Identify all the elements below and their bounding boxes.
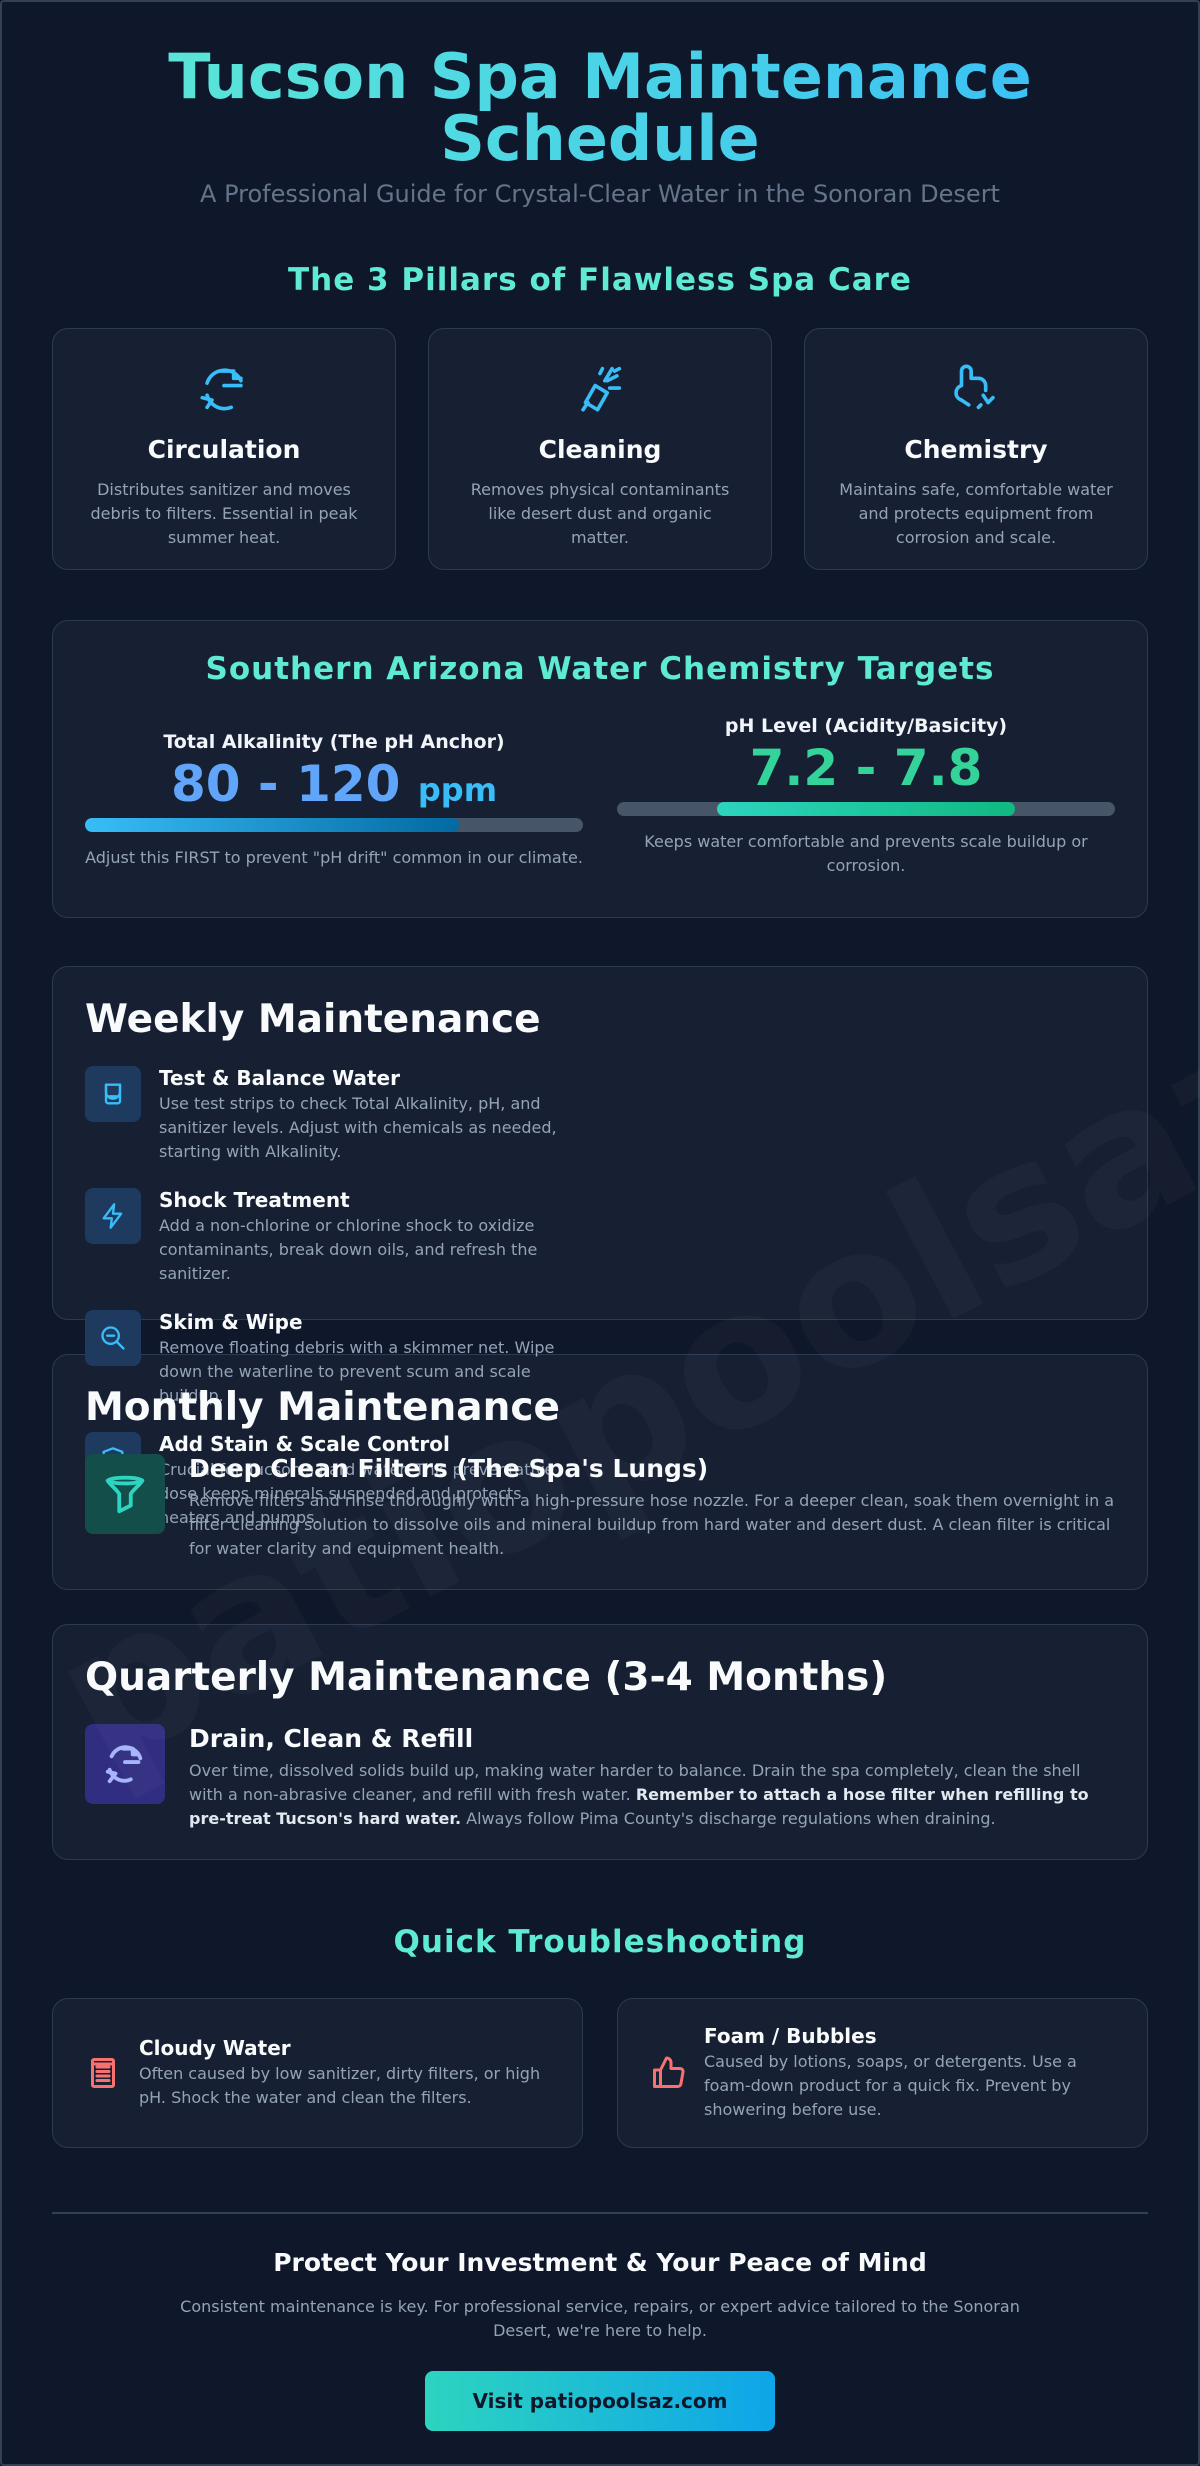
pillar-text: Distributes sanitizer and moves debris t…: [90, 480, 358, 547]
page-title: Tucson Spa Maintenance Schedule: [52, 46, 1148, 170]
thumbs-up-icon: [653, 2056, 685, 2088]
cloudy-water-icon: [91, 2058, 115, 2088]
task-drain-clean-refill: Drain, Clean & Refill Over time, dissolv…: [85, 1724, 1115, 1831]
pillar-title: Chemistry: [904, 435, 1048, 464]
weekly-maintenance-card: Weekly Maintenance Test & Balance Water …: [52, 966, 1148, 1527]
task-text: Remove floating debris with a skimmer ne…: [159, 1338, 555, 1405]
footer-text: Consistent maintenance is key. For profe…: [180, 2297, 1020, 2340]
pillar-title: Cleaning: [538, 435, 662, 464]
task-shock-treatment: Shock Treatment Add a non-chlorine or ch…: [85, 1188, 585, 1286]
task-text: Remove filters and rinse thoroughly with…: [189, 1491, 1115, 1558]
alkalinity-bar-fill: [85, 818, 459, 832]
pillar-title: Circulation: [147, 435, 301, 464]
refill-icon: [105, 1745, 143, 1784]
page-subtitle: A Professional Guide for Crystal-Clear W…: [200, 180, 1000, 208]
chemistry-targets-card: Southern Arizona Water Chemistry Targets…: [52, 620, 1148, 918]
alkalinity-target: Total Alkalinity (The pH Anchor) 80 - 12…: [85, 715, 583, 878]
task-title: Drain, Clean & Refill: [189, 1724, 474, 1753]
trouble-card-foam-bubbles: Foam / Bubbles Caused by lotions, soaps,…: [617, 1998, 1148, 2148]
pillar-text: Maintains safe, comfortable water and pr…: [839, 480, 1113, 547]
visit-website-button[interactable]: Visit patiopoolsaz.com: [425, 2371, 775, 2431]
search-minus-icon: [101, 1326, 125, 1350]
trouble-card-cloudy-water: Cloudy Water Often caused by low sanitiz…: [52, 1998, 583, 2148]
ph-bar-band: [716, 802, 1016, 816]
pillars-heading: The 3 Pillars of Flawless Spa Care: [288, 262, 912, 298]
task-title: Add Stain & Scale Control: [159, 1432, 450, 1456]
troubleshooting-row: Cloudy Water Often caused by low sanitiz…: [52, 1998, 1148, 2148]
alkalinity-bar: [85, 818, 583, 832]
task-text: Use test strips to check Total Alkalinit…: [159, 1094, 557, 1161]
troubleshooting-heading: Quick Troubleshooting: [393, 1924, 807, 1960]
alkalinity-label: Total Alkalinity (The pH Anchor): [163, 731, 505, 753]
ph-target: pH Level (Acidity/Basicity) 7.2 - 7.8 Ke…: [617, 715, 1115, 878]
footer: Protect Your Investment & Your Peace of …: [52, 2248, 1148, 2431]
trouble-text: Caused by lotions, soaps, or detergents.…: [704, 2052, 1077, 2119]
quarterly-maintenance-card: Quarterly Maintenance (3-4 Months) Drain…: [52, 1624, 1148, 1860]
task-title: Shock Treatment: [159, 1188, 350, 1212]
footer-heading: Protect Your Investment & Your Peace of …: [273, 2248, 927, 2277]
lightning-icon: [102, 1203, 123, 1229]
task-title: Deep Clean Filters (The Spa's Lungs): [189, 1454, 709, 1483]
monthly-heading: Monthly Maintenance: [85, 1385, 560, 1430]
alkalinity-value: 80 - 120 ppm: [85, 757, 583, 812]
task-title: Skim & Wipe: [159, 1310, 303, 1334]
alkalinity-range: 80 - 120: [170, 755, 401, 813]
task-skim-wipe: Skim & Wipe Remove floating debris with …: [85, 1310, 585, 1408]
trouble-title: Foam / Bubbles: [704, 2024, 877, 2048]
task-title: Test & Balance Water: [159, 1066, 400, 1090]
trouble-text: Often caused by low sanitizer, dirty fil…: [139, 2064, 541, 2107]
weekly-heading: Weekly Maintenance: [85, 997, 541, 1042]
task-text: Over time, dissolved solids build up, ma…: [189, 1761, 1089, 1828]
monthly-maintenance-card: Monthly Maintenance Deep Clean Filters (…: [52, 1354, 1148, 1590]
alkalinity-note: Adjust this FIRST to prevent "pH drift" …: [85, 848, 583, 867]
circulation-icon: [200, 368, 243, 411]
task-deep-clean-filters: Deep Clean Filters (The Spa's Lungs) Rem…: [85, 1454, 1115, 1561]
ph-note: Keeps water comfortable and prevents sca…: [644, 832, 1088, 875]
task-text-highlight: Remember to attach a hose filter when re…: [189, 1785, 1089, 1828]
ph-label: pH Level (Acidity/Basicity): [724, 715, 1008, 737]
task-stain-scale: Add Stain & Scale Control Crucial for Tu…: [85, 1432, 585, 1530]
test-strip-icon: [104, 1083, 122, 1105]
pillar-card-cleaning: Cleaning Removes physical contaminants l…: [428, 328, 772, 570]
footer-divider: [52, 2212, 1148, 2214]
task-test-balance: Test & Balance Water Use test strips to …: [85, 1066, 585, 1164]
pillar-card-circulation: Circulation Distributes sanitizer and mo…: [52, 328, 396, 570]
pillar-card-chemistry: Chemistry Maintains safe, comfortable wa…: [804, 328, 1148, 570]
ph-range: 7.2 - 7.8: [749, 739, 983, 797]
quarterly-heading: Quarterly Maintenance (3-4 Months): [85, 1655, 888, 1700]
task-text: Crucial for Tucson's hard water. This pr…: [159, 1460, 555, 1527]
pillars-row: Circulation Distributes sanitizer and mo…: [52, 328, 1148, 570]
task-text: Add a non-chlorine or chlorine shock to …: [159, 1216, 538, 1283]
trouble-title: Cloudy Water: [139, 2036, 291, 2060]
pillar-text: Removes physical contaminants like deser…: [470, 480, 730, 547]
chemistry-heading: Southern Arizona Water Chemistry Targets: [205, 651, 995, 687]
chemistry-icon: [954, 364, 995, 410]
cleaning-icon: [581, 366, 622, 412]
filter-icon: [105, 1475, 145, 1514]
ph-bar: [617, 802, 1115, 816]
alkalinity-unit: ppm: [417, 771, 498, 809]
